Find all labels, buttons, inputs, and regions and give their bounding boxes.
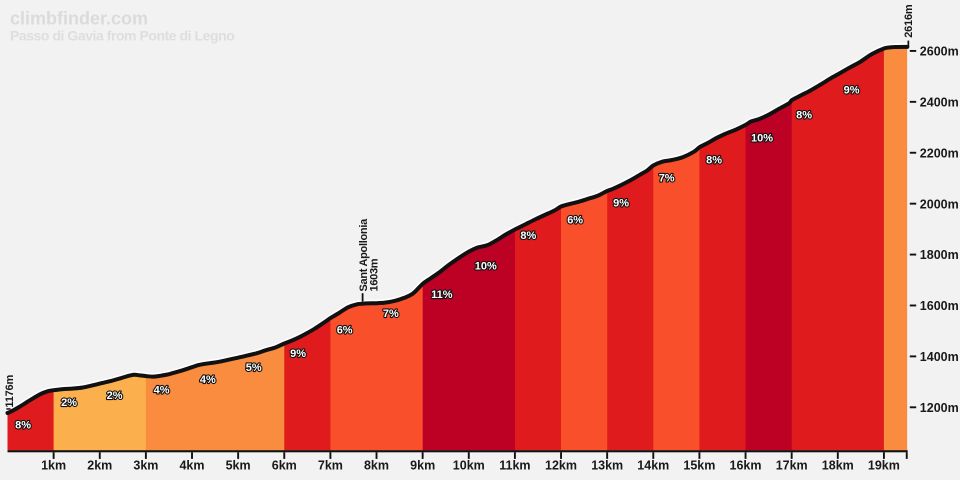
svg-text:1km: 1km: [41, 459, 66, 473]
svg-text:9%: 9%: [290, 348, 306, 360]
svg-text:6%: 6%: [567, 214, 583, 226]
svg-text:6km: 6km: [272, 459, 297, 473]
svg-text:8%: 8%: [15, 420, 31, 432]
svg-text:9%: 9%: [613, 197, 629, 209]
svg-text:2600m: 2600m: [920, 45, 959, 59]
svg-text:9km: 9km: [410, 459, 435, 473]
svg-text:Passo di Gavia from Ponte di L: Passo di Gavia from Ponte di Legno: [10, 28, 234, 44]
svg-text:5km: 5km: [226, 459, 251, 473]
svg-text:2400m: 2400m: [920, 95, 959, 109]
svg-text:10%: 10%: [751, 132, 773, 144]
svg-text:15km: 15km: [683, 459, 715, 473]
svg-text:8%: 8%: [796, 109, 812, 121]
svg-text:Sant Apollonia1603m: Sant Apollonia1603m: [358, 218, 381, 292]
svg-text:6%: 6%: [337, 324, 353, 336]
svg-text:1800m: 1800m: [920, 248, 959, 262]
svg-text:10km: 10km: [453, 459, 485, 473]
svg-text:7km: 7km: [318, 459, 343, 473]
svg-text:8%: 8%: [706, 154, 722, 166]
svg-text:1400m: 1400m: [920, 350, 959, 364]
svg-text:10%: 10%: [475, 261, 497, 273]
svg-text:1200m: 1200m: [920, 401, 959, 415]
svg-text:19km: 19km: [868, 459, 900, 473]
svg-text:2200m: 2200m: [920, 146, 959, 160]
svg-text:climbfinder.com: climbfinder.com: [10, 8, 148, 28]
svg-text:4km: 4km: [179, 459, 204, 473]
svg-text:17km: 17km: [776, 459, 808, 473]
svg-text:1176m: 1176m: [4, 375, 16, 408]
svg-text:12km: 12km: [545, 459, 577, 473]
svg-text:13km: 13km: [591, 459, 623, 473]
svg-text:5%: 5%: [246, 362, 262, 374]
svg-text:16km: 16km: [730, 459, 762, 473]
svg-text:7%: 7%: [659, 173, 675, 185]
svg-text:11km: 11km: [499, 459, 530, 473]
svg-text:2%: 2%: [61, 397, 77, 409]
svg-text:2%: 2%: [107, 390, 123, 402]
svg-text:8%: 8%: [520, 230, 536, 242]
svg-text:9%: 9%: [844, 85, 860, 97]
svg-text:4%: 4%: [200, 374, 216, 386]
svg-text:8km: 8km: [364, 459, 389, 473]
svg-text:3km: 3km: [133, 459, 158, 473]
svg-text:2616m: 2616m: [903, 4, 915, 38]
svg-text:2000m: 2000m: [920, 197, 959, 211]
svg-text:11%: 11%: [431, 289, 453, 301]
svg-text:1600m: 1600m: [920, 299, 959, 313]
svg-text:2km: 2km: [87, 459, 112, 473]
svg-text:18km: 18km: [822, 459, 854, 473]
svg-text:7%: 7%: [383, 308, 399, 320]
svg-text:14km: 14km: [637, 459, 669, 473]
svg-text:4%: 4%: [154, 384, 170, 396]
